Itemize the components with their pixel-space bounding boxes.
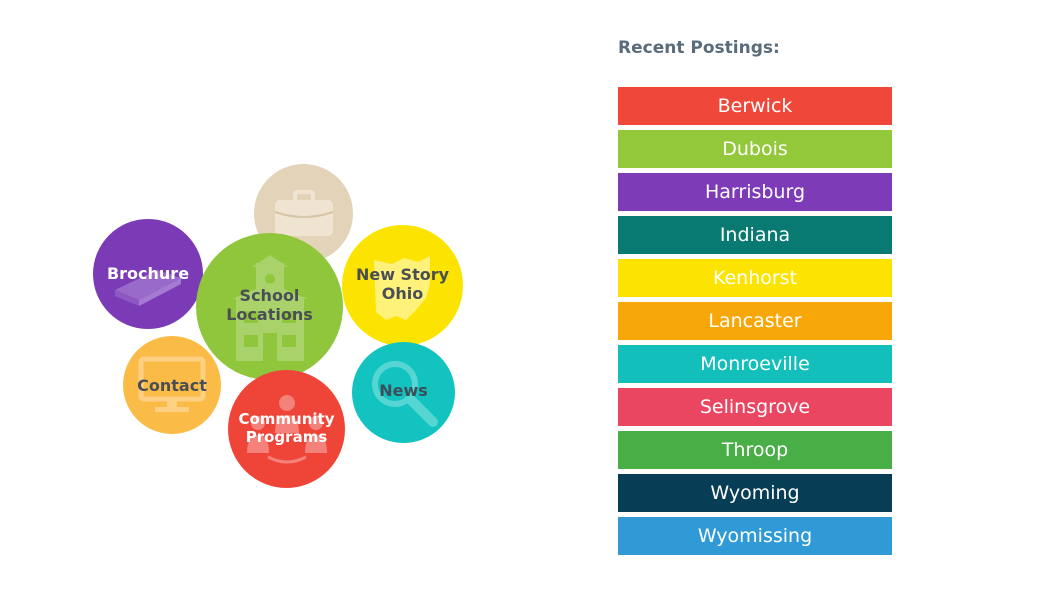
contact-bubble[interactable]: Contact [123,336,221,434]
contact-label: Contact [137,375,207,395]
school-locations-bubble[interactable]: School Locations [196,233,343,380]
news-bubble[interactable]: News [352,342,455,443]
navigation-bubbles: Brochure School Locations New [93,164,463,488]
posting-item-wyomissing[interactable]: Wyomissing [618,517,892,555]
school-locations-label: School Locations [226,285,313,324]
new-story-ohio-label: New Story Ohio [355,264,450,303]
community-programs-bubble[interactable]: Community Programs [228,370,345,488]
posting-item-dubois[interactable]: Dubois [618,130,892,168]
posting-item-wyoming[interactable]: Wyoming [618,474,892,512]
briefcase-icon [274,189,333,236]
new-story-ohio-bubble[interactable]: New Story Ohio [342,225,463,346]
posting-item-harrisburg[interactable]: Harrisburg [618,173,892,211]
postings-list: Berwick Dubois Harrisburg Indiana Kenhorst La… [618,87,892,560]
posting-item-throop[interactable]: Throop [618,431,892,469]
community-programs-label: Community Programs [238,410,335,446]
posting-item-indiana[interactable]: Indiana [618,216,892,254]
posting-item-lancaster[interactable]: Lancaster [618,302,892,340]
posting-item-berwick[interactable]: Berwick [618,87,892,125]
brochure-label: Brochure [106,263,190,283]
news-label: News [379,381,428,400]
brochure-bubble[interactable]: Brochure [93,219,203,329]
recent-postings-title: Recent Postings: [618,38,780,58]
posting-item-selinsgrove[interactable]: Selinsgrove [618,388,892,426]
posting-item-monroeville[interactable]: Monroeville [618,345,892,383]
posting-item-kenhorst[interactable]: Kenhorst [618,259,892,297]
